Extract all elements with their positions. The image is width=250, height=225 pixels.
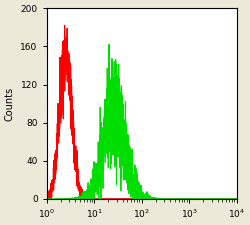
Y-axis label: Counts: Counts	[5, 86, 15, 121]
